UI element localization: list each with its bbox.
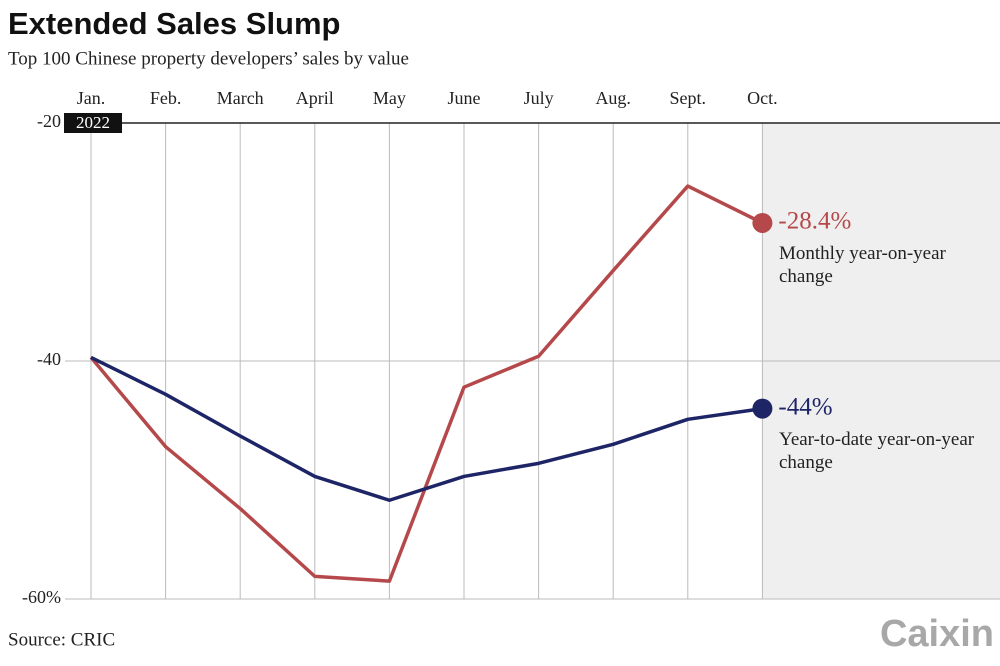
x-tick-label: May <box>373 88 406 108</box>
logo: Caixin <box>880 613 994 655</box>
x-tick-label: March <box>217 88 264 108</box>
x-tick-label: April <box>296 88 334 108</box>
value-label: -28.4% <box>778 208 851 235</box>
source: Source: CRIC <box>8 629 115 650</box>
x-tick-label: Sept. <box>670 88 707 108</box>
x-tick-label: Oct. <box>747 88 778 108</box>
legend-label: Monthly year-on-year change <box>779 242 946 287</box>
x-tick-label: June <box>448 88 481 108</box>
x-tick-label: Aug. <box>595 88 631 108</box>
y-tick-label: -60% <box>22 587 61 607</box>
series-line <box>90 355 763 502</box>
x-tick-label: Feb. <box>150 88 182 108</box>
x-tick-label: Jan. <box>77 88 106 108</box>
year-label-box <box>64 113 122 133</box>
value-label: -44% <box>778 393 832 420</box>
year-label: 2022 <box>76 113 110 132</box>
end-point <box>752 212 773 233</box>
y-tick-label: -40 <box>37 349 61 369</box>
legend-label: Year-to-date year-on-year change <box>779 428 975 473</box>
chart-subtitle: Top 100 Chinese property developers’ sal… <box>8 48 409 69</box>
chart-title: Extended Sales Slump <box>8 6 341 41</box>
x-tick-label: July <box>524 88 554 108</box>
end-point <box>752 398 773 419</box>
y-tick-label: -20 <box>37 111 61 131</box>
series-line <box>89 184 764 583</box>
